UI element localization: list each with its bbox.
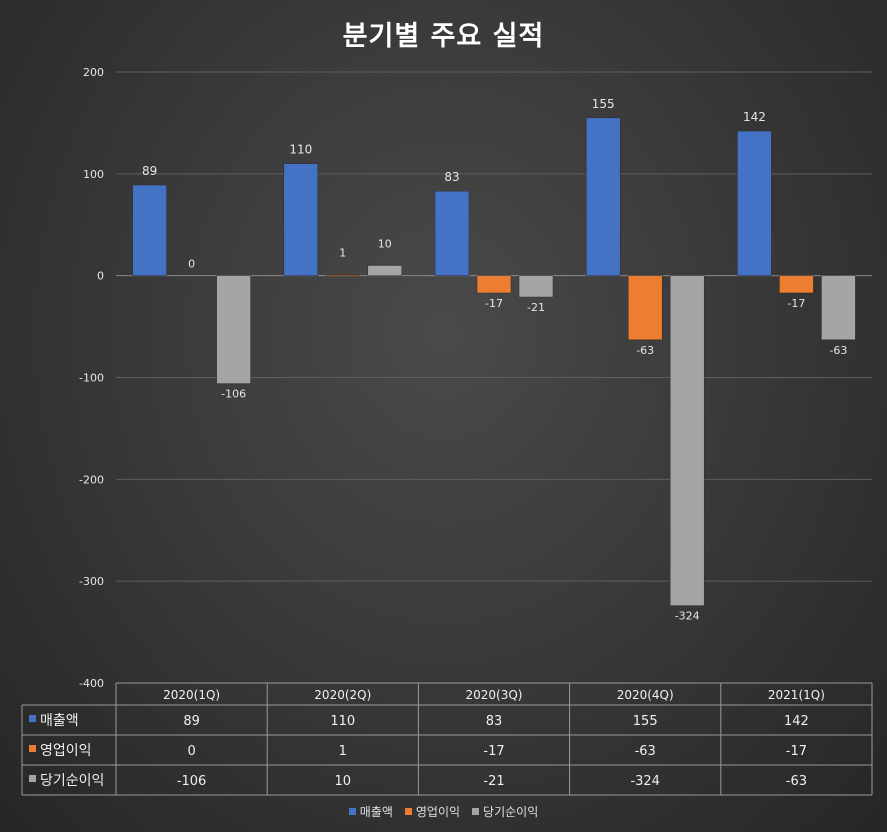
table-row-label: 당기순이익 (40, 773, 104, 789)
data-label: 110 (289, 143, 312, 157)
table-cell: -63 (635, 744, 656, 759)
table-cell: -324 (630, 774, 660, 789)
table-header-cell: 2020(4Q) (617, 688, 674, 702)
table-header-cell: 2020(2Q) (314, 688, 371, 702)
chart-title: 분기별 주요 실적 (342, 21, 545, 52)
y-tick-label: 200 (83, 66, 104, 79)
table-cell: -63 (786, 774, 807, 789)
legend-label: 영업이익 (415, 805, 461, 819)
legend-item: 영업이익 (404, 803, 461, 820)
data-label: 155 (592, 97, 615, 111)
table-header-cell: 2021(1Q) (768, 688, 825, 702)
data-label: -106 (221, 388, 246, 401)
table-legend-key (29, 745, 36, 752)
data-label: 83 (444, 170, 459, 184)
table-cell: 89 (183, 714, 200, 729)
bar (737, 130, 772, 276)
table-header-cell: 2020(3Q) (466, 688, 523, 702)
table-header-cell: 2020(1Q) (163, 688, 220, 702)
table-legend-key (29, 715, 36, 722)
bar (325, 274, 361, 276)
table-cell: -21 (483, 774, 504, 789)
legend-swatch (404, 808, 412, 815)
table-cell: 110 (330, 714, 355, 729)
data-label: -63 (829, 344, 847, 357)
data-label: 1 (339, 247, 346, 260)
table-legend-key (29, 775, 36, 782)
table-cell: 10 (335, 774, 352, 789)
y-tick-label: -300 (79, 575, 104, 588)
bar (585, 117, 621, 276)
data-label: -17 (787, 297, 805, 310)
legend-swatch (348, 808, 356, 815)
legend: 매출액 영업이익 당기순이익 (0, 803, 887, 820)
table-row-label: 매출액 (40, 713, 79, 729)
table-cell: 142 (784, 714, 809, 729)
table-row-label: 영업이익 (40, 743, 92, 759)
bar (476, 275, 512, 294)
bar (434, 190, 470, 276)
table-cell: -106 (177, 774, 207, 789)
data-label: 142 (743, 110, 766, 124)
data-label: -17 (485, 297, 503, 310)
legend-item: 매출액 (348, 803, 393, 820)
legend-label: 매출액 (359, 805, 393, 819)
data-label: 89 (142, 164, 157, 178)
y-tick-label: 100 (83, 168, 104, 181)
data-label: 0 (188, 258, 195, 271)
y-tick-label: -100 (79, 372, 104, 385)
bar (132, 184, 167, 276)
bar (216, 275, 251, 384)
table-cell: 1 (339, 744, 347, 759)
data-label: -21 (527, 301, 545, 314)
table-cell: 0 (187, 744, 195, 759)
bar (283, 163, 319, 276)
y-tick-label: -400 (79, 677, 104, 690)
table-cell: -17 (786, 744, 807, 759)
table-cell: -17 (483, 744, 504, 759)
legend-label: 당기순이익 (483, 805, 539, 819)
bar (669, 275, 705, 606)
bar (821, 275, 856, 341)
bar (627, 275, 663, 341)
y-tick-label: 0 (97, 270, 104, 283)
table-cell: 155 (633, 714, 658, 729)
legend-swatch (472, 808, 480, 815)
y-tick-label: -200 (79, 473, 104, 486)
bar (367, 265, 403, 276)
bar (779, 275, 814, 294)
data-label: -63 (636, 344, 654, 357)
data-label: 10 (378, 237, 392, 250)
bar (518, 275, 554, 298)
data-label: -324 (675, 610, 700, 623)
legend-item: 당기순이익 (472, 803, 538, 820)
table-cell: 83 (486, 714, 503, 729)
